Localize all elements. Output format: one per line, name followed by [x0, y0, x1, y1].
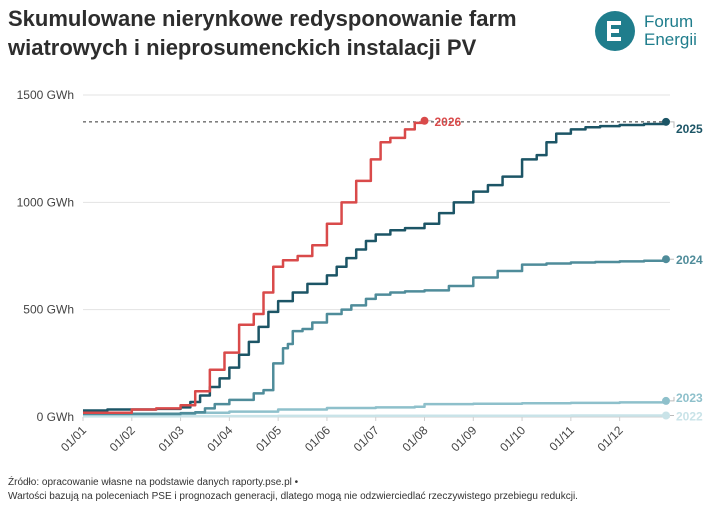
series-line-2026 [83, 120, 426, 414]
footer-note: Wartości bazują na poleceniach PSE i pro… [8, 491, 578, 502]
series-line-2022 [83, 414, 666, 418]
series-endpoint-2025 [662, 117, 670, 126]
y-tick-label: 0 GWh [37, 410, 74, 424]
x-tick-label: 01/12 [595, 423, 626, 454]
x-tick-label: 01/02 [107, 423, 138, 454]
series-label-2024: 2024 [676, 253, 703, 267]
forum-energii-logo: Forum Energii [594, 10, 712, 54]
y-tick-label: 500 GWh [23, 303, 74, 317]
series-line-2024 [83, 259, 668, 416]
cumulative-redispatch-chart: 0 GWh 500 GWh 1000 GWh 1500 GWh 01/01 01/02 01… [17, 88, 703, 454]
x-tick-label: 01/08 [399, 423, 430, 454]
y-tick-label: 1500 GWh [17, 88, 74, 102]
logo-mark-icon [595, 11, 635, 51]
series-endpoint-2026 [420, 116, 429, 125]
x-tick-label: 01/06 [302, 423, 333, 454]
series-endpoint-2023 [662, 396, 670, 405]
series-label-2026: 2026 [435, 115, 462, 129]
x-tick-label: 01/01 [58, 423, 89, 454]
y-tick-label: 1000 GWh [17, 195, 74, 209]
x-tick-label: 01/11 [546, 423, 577, 454]
series-endpoint-2024 [662, 255, 670, 264]
x-tick-label: 01/09 [448, 423, 479, 454]
footer-source: Źródło: opracowanie własne na podstawie … [8, 477, 299, 488]
page-title: Skumulowane nierynkowe redysponowanie fa… [8, 6, 517, 60]
x-tick-label: 01/05 [253, 423, 284, 454]
series-endpoint-2022 [662, 411, 670, 420]
logo-text: Forum Energii [644, 13, 697, 49]
series-label-connector-2025 [670, 121, 675, 128]
series-label-connector-2023 [670, 396, 675, 402]
series-label-2023: 2023 [676, 391, 703, 405]
logo-text-line1: Forum [644, 12, 694, 31]
series-line-2025 [83, 121, 668, 412]
x-tick-label: 01/07 [351, 423, 382, 454]
series-label-2025: 2025 [676, 122, 703, 136]
series-label-2022: 2022 [676, 409, 703, 423]
x-tick-label: 01/03 [156, 423, 187, 454]
footer: Źródło: opracowanie własne na podstawie … [8, 476, 578, 504]
x-tick-label: 01/10 [497, 423, 528, 454]
logo-text-line2: Energii [644, 30, 697, 49]
x-tick-label: 01/04 [204, 423, 235, 454]
